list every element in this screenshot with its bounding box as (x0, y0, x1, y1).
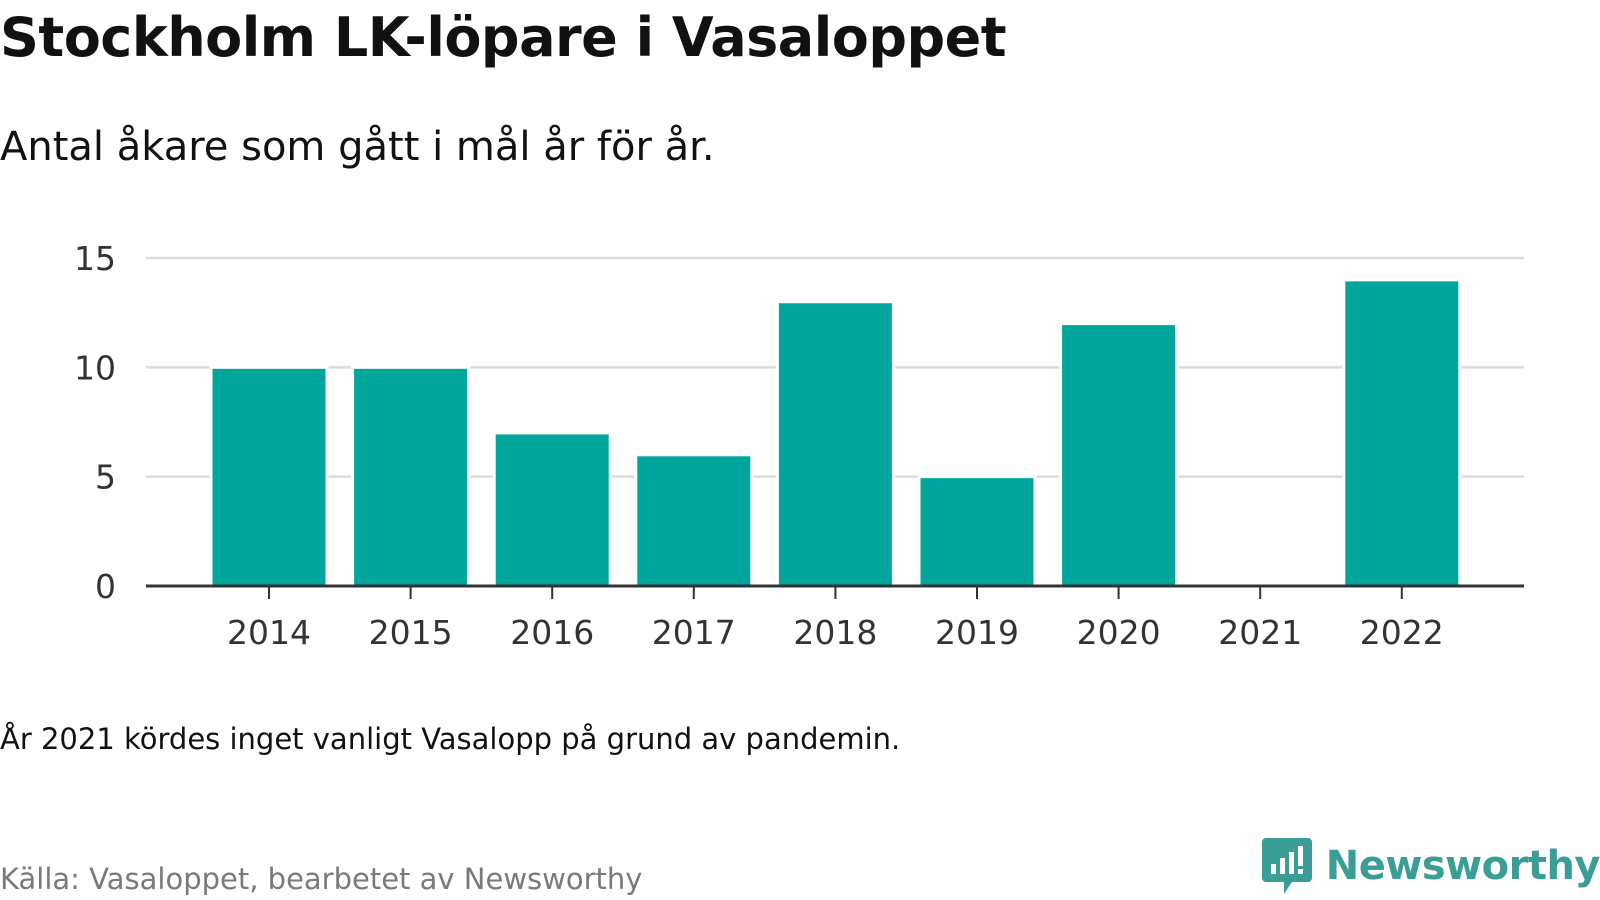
x-tick-label: 2014 (227, 613, 311, 652)
x-tick-label: 2020 (1077, 613, 1161, 652)
x-tick-label: 2019 (935, 613, 1019, 652)
bar (1059, 322, 1179, 588)
bar (351, 365, 471, 588)
bar (634, 453, 754, 588)
chart-title: Stockholm LK-löpare i Vasaloppet (0, 6, 1007, 69)
bar (492, 431, 612, 588)
x-tick-label: 2015 (369, 613, 453, 652)
x-tick-label: 2018 (793, 613, 877, 652)
bar (775, 300, 895, 588)
y-tick-label: 10 (74, 348, 116, 387)
x-tick-label: 2016 (510, 613, 594, 652)
bar (1342, 278, 1462, 588)
source-credit: Källa: Vasaloppet, bearbetet av Newswort… (0, 862, 643, 896)
chart-subtitle: Antal åkare som gått i mål år för år. (0, 124, 715, 170)
y-tick-label: 5 (95, 458, 116, 497)
bar (209, 365, 329, 588)
x-axis (146, 584, 1524, 599)
bar (917, 475, 1037, 588)
tick-labels: 0 5 10 15 2014 2015 2016 2017 2018 2019 2020 2021 20… (74, 239, 1444, 652)
chart-note: År 2021 kördes inget vanligt Vasalopp på… (0, 722, 901, 756)
bars (209, 278, 1462, 588)
brand-name: Newsworthy (1325, 843, 1600, 889)
y-tick-label: 0 (95, 567, 116, 606)
x-tick-label: 2021 (1218, 613, 1302, 652)
x-tick-label: 2017 (652, 613, 736, 652)
bar-chart: 0 5 10 15 2014 2015 2016 2017 2018 2019 2020 2021 20… (74, 239, 1524, 652)
x-tick-label: 2022 (1360, 613, 1444, 652)
y-tick-label: 15 (74, 239, 116, 278)
brand-logo[interactable]: Newsworthy (1261, 838, 1600, 894)
newsworthy-logo-icon (1261, 838, 1312, 894)
